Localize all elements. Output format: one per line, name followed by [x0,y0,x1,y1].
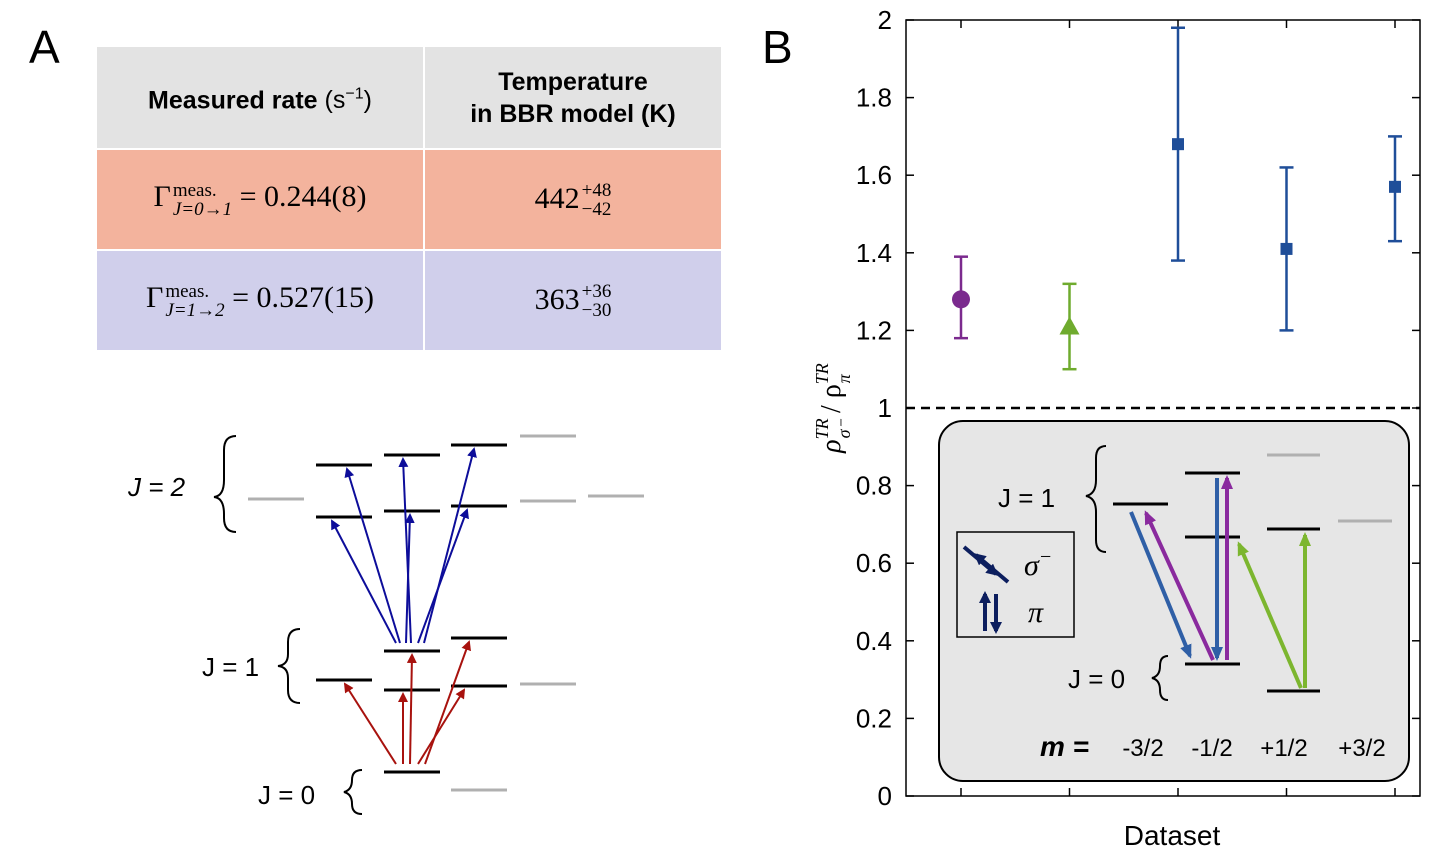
rate-sup: meas. [165,280,210,302]
y-tick-label: 0 [878,781,892,811]
y-tick-label: 0.8 [856,471,892,501]
data-points [952,26,1402,371]
inset-purple-arrow [1144,510,1215,661]
y-tick-label: 0.2 [856,703,892,733]
m-label: m = [1040,731,1089,762]
table-header-row: Measured rate (s−1) Temperature in BBR m… [97,47,723,150]
m-value-label: -1/2 [1191,735,1232,762]
y-tick-label: 1.8 [856,83,892,113]
inset-j1-brace [1085,445,1107,553]
y-tick-label: 1.6 [856,160,892,190]
square-marker [1280,242,1293,255]
rate-sub: J=1→2 [165,299,225,321]
header-temperature: Temperature in BBR model (K) [424,47,723,150]
sigma-legend-arrow [973,553,1010,584]
header-temp-line1: Temperature [498,67,648,96]
temp-value: 363 [534,283,580,317]
y-tick-label: 1.2 [856,315,892,345]
rates-table: Measured rate (s−1) Temperature in BBR m… [97,47,723,352]
circle-marker [952,290,970,309]
temp-plus: +48 [581,179,612,201]
rate-value: = 0.244(8) [239,180,367,214]
header-rate-text: Measured rate [148,86,318,115]
polarization-legend [956,531,1075,638]
header-rate-unit: (s−1) [324,85,372,115]
inset-blue-arrow [1129,511,1192,659]
inset-green-arrow [1237,541,1303,689]
temp-cell: 442 +48 −42 [424,149,723,251]
temp-cell: 363 +36 −30 [424,250,723,352]
data-point [1171,26,1185,262]
temp-minus: −30 [581,299,612,321]
gamma-symbol: Γ [153,180,171,214]
inset-j0-label: J = 0 [1068,664,1125,694]
y-axis: 0 0.2 0.4 0.6 0.8 1 1.2 1.4 1.6 1.8 2 [856,5,1420,811]
square-marker [1172,138,1184,151]
m-value-label: +3/2 [1338,735,1385,762]
y-tick-label: 0.6 [856,548,892,578]
m-value-label: +1/2 [1260,735,1307,762]
x-axis-label: Dataset [1124,820,1221,851]
header-temp-line2: in BBR model (K) [470,99,676,128]
m-value-label: -3/2 [1122,735,1163,762]
sigma-legend-label: σ− [1024,546,1052,582]
y-tick-label: 0.4 [856,626,892,656]
gamma-symbol: Γ [145,281,164,315]
data-point [1059,282,1080,371]
temp-minus: −42 [581,198,612,220]
y-axis-label: ρTR σ⁻ / ρTR π [812,363,854,454]
temp-plus: +36 [581,280,612,302]
inset-j1-label: J = 1 [998,483,1055,513]
temp-value: 442 [534,182,580,216]
triangle-marker [1059,316,1080,335]
y-tick-label: 1.4 [856,238,892,268]
header-measured-rate: Measured rate (s−1) [97,47,425,150]
data-point [952,255,970,340]
rate-sub: J=0→1 [172,198,233,220]
square-marker [1389,180,1401,193]
rate-value: = 0.527(15) [232,281,374,315]
inset-j0-brace [1151,655,1169,701]
panel-a-letter: A [29,21,60,73]
y-tick-label: 2 [878,5,892,35]
panel-b-letter: B [762,21,793,73]
y-tick-label: 1 [878,393,892,423]
data-point [1388,135,1402,243]
rate-sup: meas. [172,179,217,201]
pi-legend-label: π [1028,596,1044,629]
data-point [1279,166,1294,332]
